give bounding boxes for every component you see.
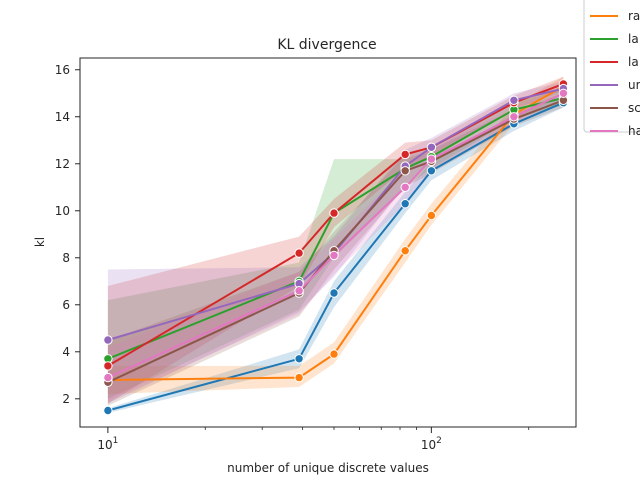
- plot-frame: [79, 57, 577, 428]
- x-axis-label: number of unique discrete values: [227, 461, 429, 475]
- y-axis-label: kl: [33, 237, 47, 247]
- series-3-point-3: [400, 149, 410, 160]
- legend-label-2: la: [628, 55, 639, 69]
- y-tick-label-6: 6: [62, 298, 70, 312]
- series-0-band: [107, 95, 564, 413]
- legend-label-5: ha: [628, 124, 640, 138]
- legend-frame: [583, 0, 640, 133]
- x-tick-label-10: 101: [97, 436, 118, 452]
- y-tick-label-4: 4: [62, 345, 70, 359]
- series-markers: [103, 79, 569, 416]
- series-0-point-4: [426, 166, 437, 176]
- series-1-point-2: [329, 349, 339, 359]
- y-tick-label-16: 16: [55, 63, 70, 77]
- legend: ra la la ur sc ha: [583, 0, 640, 138]
- series-0-point-2: [329, 288, 339, 298]
- legend-label-1: la: [628, 32, 639, 46]
- series-0-point-1: [294, 354, 304, 364]
- series-4-point-0: [103, 335, 113, 345]
- series-0-point-3: [400, 199, 410, 209]
- series-4-band: [107, 81, 564, 404]
- series-1-point-4: [426, 210, 437, 221]
- series-3-point-0: [103, 361, 113, 371]
- y-tick-label-8: 8: [62, 251, 70, 265]
- series-6-band: [107, 86, 564, 402]
- series-6-point-2: [329, 250, 339, 261]
- series-3-point-2: [329, 208, 339, 218]
- series-6-point-6: [558, 88, 569, 99]
- series-6-point-3: [400, 182, 410, 193]
- series-6-point-4: [426, 154, 437, 164]
- y-axis-ticks: 2 4 6 8 10 12 14 16: [55, 63, 80, 406]
- series-1-point-1: [294, 372, 304, 383]
- y-tick-label-14: 14: [55, 110, 70, 124]
- series-2-band: [107, 88, 564, 399]
- x-tick-label-100: 102: [421, 436, 442, 452]
- legend-label-0: ra: [628, 9, 640, 23]
- legend-label-4: sc: [628, 101, 640, 115]
- series-6-point-5: [509, 112, 519, 122]
- chart-title: KL divergence: [277, 37, 376, 53]
- series-3-band: [107, 76, 564, 404]
- legend-label-3: ur: [628, 78, 640, 92]
- y-tick-label-12: 12: [55, 157, 70, 171]
- y-tick-label-2: 2: [62, 392, 70, 406]
- series-3-point-1: [294, 248, 304, 258]
- series-4-point-5: [509, 95, 519, 106]
- series-0-point-0: [103, 405, 113, 416]
- y-tick-label-10: 10: [55, 204, 70, 218]
- series-6-point-1: [294, 286, 304, 296]
- series-6-point-0: [103, 372, 113, 383]
- x-axis-ticks: 101 102: [97, 427, 530, 452]
- series-4-point-4: [426, 142, 437, 153]
- series-1-point-3: [400, 246, 410, 256]
- series-5-point-3: [400, 166, 410, 176]
